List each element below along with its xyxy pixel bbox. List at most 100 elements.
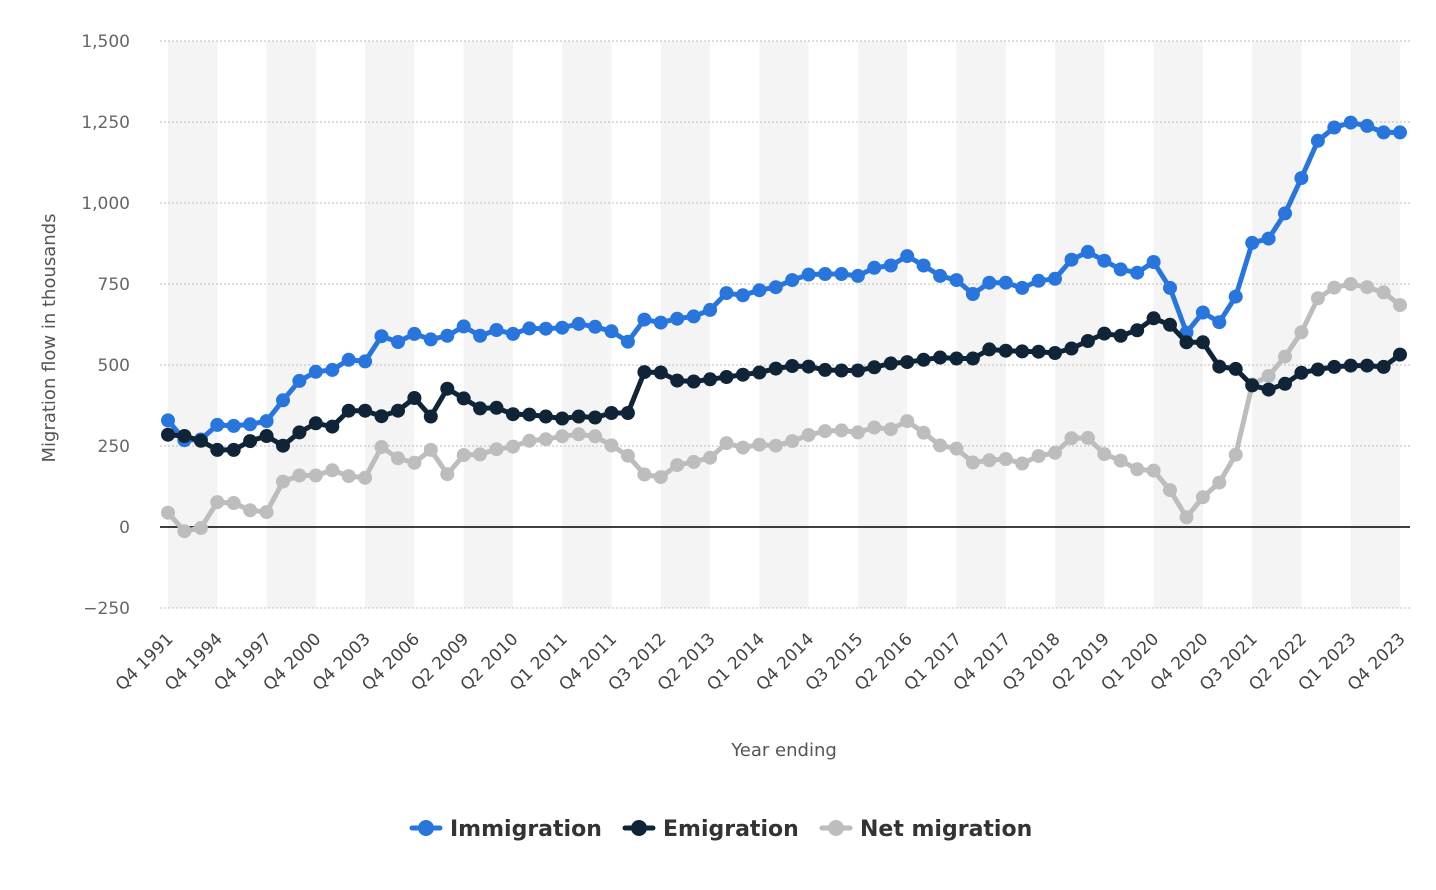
data-point xyxy=(1327,120,1342,135)
data-point xyxy=(1195,335,1210,350)
series-net-migration xyxy=(161,277,1407,539)
data-point xyxy=(604,406,619,420)
data-point xyxy=(818,424,833,439)
data-point xyxy=(735,440,750,455)
data-point xyxy=(571,427,586,442)
data-point xyxy=(670,458,685,473)
background-band xyxy=(1055,41,1105,608)
data-point xyxy=(933,350,948,365)
data-point xyxy=(522,321,537,336)
data-point xyxy=(768,438,783,453)
data-point xyxy=(735,367,750,382)
data-point xyxy=(1031,344,1046,359)
data-point xyxy=(637,467,652,482)
data-point xyxy=(1212,315,1227,330)
data-point xyxy=(407,391,422,405)
data-point xyxy=(292,425,307,440)
data-point xyxy=(653,470,668,485)
data-point xyxy=(719,436,734,451)
background-band xyxy=(463,41,513,608)
data-point xyxy=(949,441,964,456)
data-point xyxy=(686,454,701,469)
data-point xyxy=(407,455,422,470)
data-point xyxy=(883,258,898,273)
data-point xyxy=(161,413,175,428)
data-point xyxy=(423,409,438,424)
data-point xyxy=(850,425,865,440)
data-point xyxy=(1261,369,1276,383)
data-point xyxy=(1080,334,1095,348)
data-point xyxy=(1310,362,1325,377)
data-point xyxy=(719,370,734,384)
data-point xyxy=(226,442,241,457)
data-point xyxy=(883,422,898,437)
data-point xyxy=(456,391,471,406)
data-point xyxy=(226,418,241,433)
data-point xyxy=(473,401,488,416)
gridlines xyxy=(160,40,1410,609)
data-point xyxy=(1163,280,1177,295)
series-line xyxy=(165,281,1403,534)
data-point xyxy=(1146,255,1161,269)
data-point xyxy=(1080,244,1095,259)
background-band xyxy=(857,41,908,608)
data-point xyxy=(916,352,931,367)
data-point xyxy=(1294,325,1309,340)
data-point xyxy=(1228,447,1243,462)
data-point xyxy=(785,359,800,373)
data-point xyxy=(1393,298,1407,313)
data-point xyxy=(1130,323,1145,338)
y-tick-label: 500 xyxy=(98,356,130,376)
legend-item: Emigration xyxy=(622,817,799,842)
data-point xyxy=(982,453,997,468)
data-point xyxy=(1015,344,1030,359)
data-point xyxy=(1031,449,1046,463)
y-tick-label: 0 xyxy=(119,518,130,538)
data-point xyxy=(391,403,405,418)
data-point xyxy=(193,521,208,535)
data-point xyxy=(998,343,1013,358)
data-point xyxy=(555,320,570,335)
data-point xyxy=(440,381,455,396)
y-tick-label: 250 xyxy=(98,437,130,457)
background-band xyxy=(759,41,809,608)
data-point xyxy=(259,414,274,429)
data-point xyxy=(292,468,307,483)
data-point xyxy=(867,360,882,375)
data-point xyxy=(801,267,816,282)
data-point xyxy=(1327,359,1342,374)
background-band xyxy=(266,41,316,608)
data-point xyxy=(489,400,504,415)
data-point xyxy=(226,496,241,510)
x-axis-title: Year ending xyxy=(730,740,837,761)
data-point xyxy=(1015,456,1030,471)
data-point xyxy=(900,355,915,370)
data-point xyxy=(391,451,405,466)
series-line xyxy=(165,315,1403,453)
y-tick-label: 1,500 xyxy=(81,32,130,52)
data-point xyxy=(1212,359,1227,374)
y-tick-label: 1,000 xyxy=(81,194,130,214)
data-point xyxy=(703,302,718,317)
data-point xyxy=(374,329,389,344)
data-point xyxy=(850,363,865,378)
data-point xyxy=(1376,125,1391,140)
data-point xyxy=(276,393,290,408)
data-point xyxy=(1278,349,1292,364)
data-point xyxy=(423,442,438,457)
data-point xyxy=(1278,206,1292,221)
data-point xyxy=(308,468,323,483)
data-point xyxy=(604,438,619,453)
y-axis: −250 0 250 500 750 1,000 1,250 1,500 xyxy=(81,32,130,619)
data-point xyxy=(620,448,635,463)
data-point xyxy=(1064,252,1079,267)
legend-item: Net migration xyxy=(819,817,1032,842)
data-point xyxy=(686,309,701,324)
data-point xyxy=(1097,447,1112,462)
data-point xyxy=(1130,265,1145,280)
data-point xyxy=(243,434,258,449)
data-point xyxy=(506,439,520,454)
